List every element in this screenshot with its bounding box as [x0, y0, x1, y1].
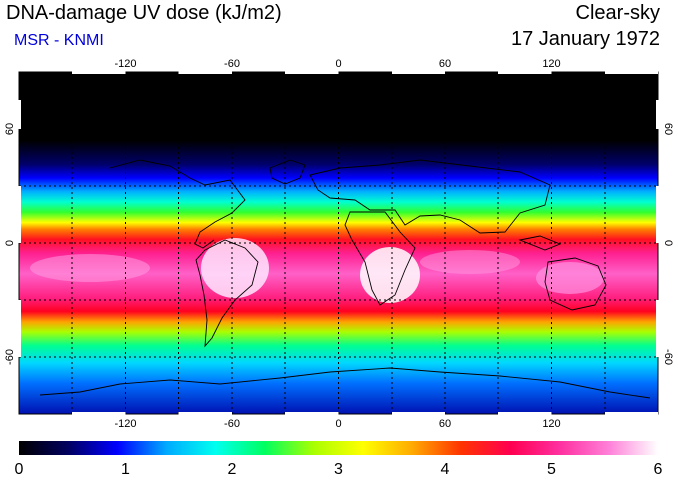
date-label: 17 January 1972: [510, 28, 660, 50]
frame-bar-top-2: [178, 71, 232, 74]
lat-label-right: -60: [662, 349, 674, 365]
lon-label-top: -60: [224, 58, 240, 70]
colorbar: [19, 441, 658, 455]
frame-bar-bottom-3: [285, 412, 339, 415]
lon-label-top: -120: [114, 58, 136, 70]
frame-bar-bottom-1: [72, 412, 126, 415]
lat-labels-right: 60 0 -60: [662, 123, 674, 365]
colorbar-label: 3: [334, 461, 343, 478]
frame-bar-right-1: [656, 100, 659, 129]
frame-bar-top-6: [605, 71, 658, 74]
lon-label-top: 0: [335, 58, 341, 70]
lon-label-bottom: -120: [114, 418, 136, 430]
graticule: [19, 72, 658, 414]
sky-condition-label: Clear-sky: [575, 2, 660, 24]
lon-label-bottom: 60: [439, 418, 451, 430]
frame-bar-left-2: [18, 186, 21, 243]
frame-bars-left: [18, 100, 21, 357]
lon-label-bottom: -60: [224, 418, 240, 430]
colorbar-labels: 0 1 2 3 4 5 6: [15, 461, 663, 478]
frame-bar-bottom-6: [605, 412, 658, 415]
map-title: DNA-damage UV dose (kJ/m2): [6, 2, 282, 24]
frame-bar-bottom-2: [178, 412, 232, 415]
colorbar-label: 5: [547, 461, 556, 478]
south-america-hotspot: [201, 238, 269, 298]
indian-ocean-hotspot: [420, 250, 520, 274]
greenland-coast: [269, 159, 306, 185]
colorbar-label: 1: [121, 461, 130, 478]
indonesia-coast: [518, 235, 562, 251]
frame-bar-right-2: [656, 186, 659, 243]
lon-labels-bottom: -120 -60 0 60 120: [114, 418, 560, 430]
frame-bars-bottom: [72, 412, 658, 415]
south-america-coast: [195, 239, 259, 348]
frame-bars-top: [72, 71, 658, 74]
frame-bar-bottom-4: [392, 412, 445, 415]
map-frame: [18, 71, 659, 415]
antarctica-coast: [39, 367, 651, 399]
lat-label-left: -60: [4, 349, 16, 365]
lon-labels-top: -120 -60 0 60 120: [114, 58, 560, 70]
lon-label-top: 60: [439, 58, 451, 70]
lon-label-bottom: 0: [335, 418, 341, 430]
frame-bars-right: [656, 100, 659, 357]
credit-label: MSR - KNMI: [14, 32, 104, 49]
colorbar-label: 0: [15, 461, 24, 478]
colorbar-label: 4: [441, 461, 450, 478]
africa-coast: [344, 211, 416, 306]
pacific-hotspot: [30, 254, 150, 282]
lat-label-right: 60: [662, 123, 674, 135]
lat-labels-left: 60 0 -60: [4, 123, 16, 365]
frame-bar-top-1: [72, 71, 126, 74]
lat-label-right: 0: [662, 240, 674, 246]
lat-label-left: 60: [4, 123, 16, 135]
frame-bar-bottom-5: [498, 412, 552, 415]
australia-hotspot: [536, 262, 604, 294]
southern-africa-hotspot: [360, 247, 420, 303]
frame-bar-top-5: [498, 71, 552, 74]
australia-coast: [544, 257, 607, 311]
frame-bar-top-4: [392, 71, 445, 74]
lon-label-bottom: 120: [542, 418, 560, 430]
colorbar-label: 6: [654, 461, 663, 478]
frame-bar-right-3: [656, 300, 659, 357]
north-america-coast: [109, 159, 246, 249]
lat-label-left: 0: [4, 240, 16, 246]
coastlines: [39, 159, 651, 399]
colorbar-label: 2: [228, 461, 237, 478]
frame-bar-left-1: [18, 100, 21, 129]
lon-label-top: 120: [542, 58, 560, 70]
frame-bar-top-3: [285, 71, 339, 74]
eurasia-coast: [309, 159, 551, 234]
frame-bar-left-3: [18, 300, 21, 357]
